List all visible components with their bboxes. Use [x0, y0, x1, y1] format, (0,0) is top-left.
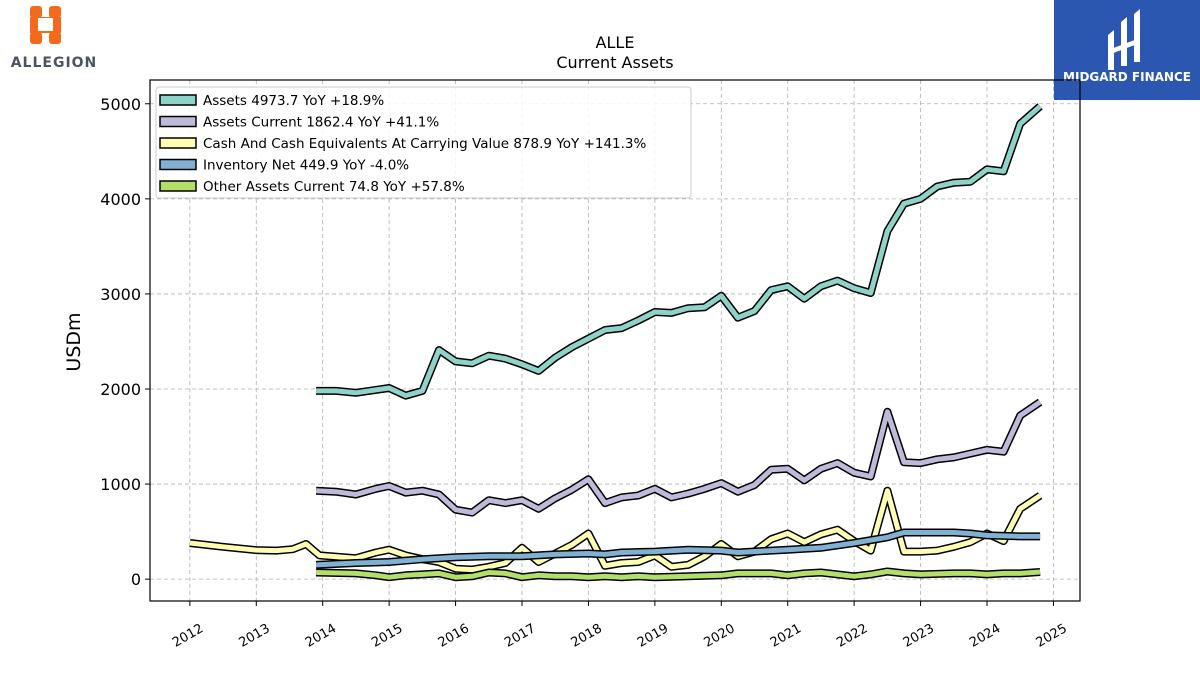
y-tick-label: 3000	[100, 285, 141, 304]
allegion-logo-mark	[30, 32, 42, 44]
midgard-logo: MIDGARD FINANCE	[1054, 0, 1200, 100]
plot-frame	[149, 79, 1081, 602]
x-tick-label: 2015	[369, 621, 405, 651]
y-axis-label: USDm	[63, 312, 85, 371]
legend-swatch	[159, 180, 197, 192]
y-tick-label: 4000	[100, 190, 141, 209]
x-tick-label: 2025	[1034, 621, 1070, 651]
y-tick-label: 5000	[100, 95, 141, 114]
y-tick-label: 0	[131, 570, 141, 589]
series-line	[316, 104, 1042, 399]
legend: Assets 4973.7 YoY +18.9% Assets Current 1…	[155, 86, 692, 199]
x-tick-label: 2017	[502, 621, 538, 651]
legend-label: Assets 4973.7 YoY +18.9%	[203, 93, 384, 109]
y-axis-ticks: 0 1000 2000 3000 4000 5000	[100, 95, 150, 589]
allegion-logo-mark	[49, 32, 61, 44]
x-tick-label: 2020	[701, 621, 737, 651]
allegion-logo-hole	[38, 18, 53, 31]
x-tick-label: 2022	[834, 621, 870, 651]
legend-box	[155, 86, 692, 199]
midgard-logo-text: MIDGARD FINANCE	[1063, 70, 1191, 84]
x-tick-label: 2024	[967, 621, 1003, 651]
series-group	[189, 103, 1043, 582]
x-tick-label: 2018	[569, 621, 605, 651]
chart-title: ALLE	[596, 33, 635, 52]
series-line	[315, 400, 1042, 516]
legend-label: Cash And Cash Equivalents At Carrying Va…	[203, 136, 647, 152]
series-line	[189, 488, 1042, 573]
series-line	[316, 569, 1041, 580]
allegion-logo-text: ALLEGION	[11, 55, 98, 71]
y-tick-label: 2000	[100, 380, 141, 399]
y-tick-label: 1000	[100, 475, 141, 494]
allegion-logo-mark	[49, 6, 61, 18]
allegion-logo-mark	[30, 6, 42, 18]
series-line	[315, 530, 1041, 568]
legend-label: Assets Current 1862.4 YoY +41.1%	[203, 115, 439, 131]
allegion-logo: ALLEGION	[11, 6, 98, 71]
x-tick-label: 2014	[303, 621, 339, 651]
legend-swatch	[159, 137, 197, 149]
legend-swatch	[159, 94, 197, 106]
x-tick-label: 2012	[170, 621, 206, 651]
x-tick-label: 2021	[768, 621, 804, 651]
x-tick-label: 2016	[436, 621, 472, 651]
legend-swatch	[159, 158, 197, 171]
midgard-logo-mark	[1108, 9, 1140, 70]
x-tick-label: 2019	[635, 621, 671, 651]
legend-label: Inventory Net 449.9 YoY -4.0%	[203, 158, 409, 174]
x-tick-label: 2013	[236, 621, 272, 651]
x-axis-ticks: 2012 2013 2014 2015 2016 2017 2018 2019 2020 2021…	[170, 601, 1070, 651]
x-tick-label: 2023	[901, 621, 937, 651]
legend-swatch	[159, 115, 197, 128]
legend-label: Other Assets Current 74.8 YoY +57.8%	[203, 179, 465, 195]
chart-subtitle: Current Assets	[556, 53, 673, 72]
